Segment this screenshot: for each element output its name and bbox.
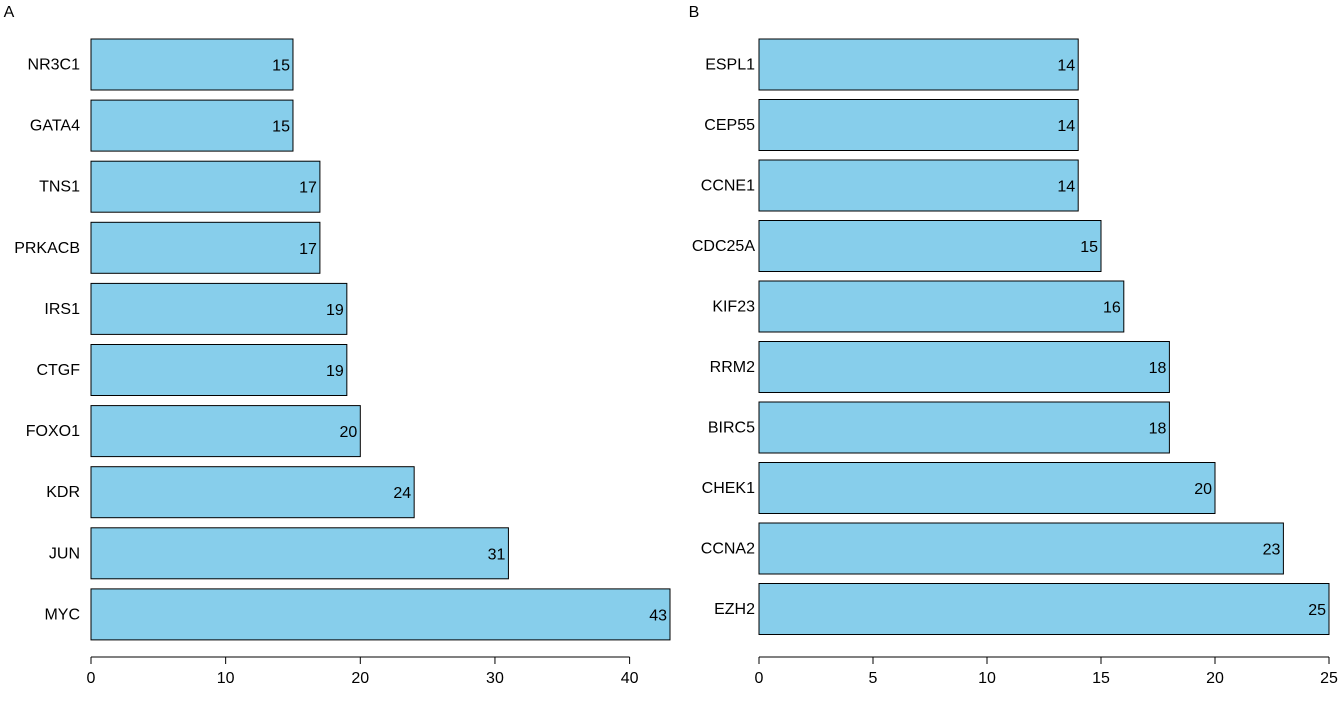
panel-a-category-label: NR3C1 [28, 57, 81, 74]
panel-b-x-tick-label: 20 [1206, 670, 1224, 687]
panel-b-category-label: KIF23 [712, 299, 755, 316]
panel-a-bar-tns1 [90, 160, 321, 213]
panel-b-value-label: 18 [1149, 360, 1167, 377]
panel-b-bar-kif23 [758, 280, 1125, 333]
panel-a-category-label: IRS1 [44, 301, 80, 318]
panel-a-category-label: CTGF [36, 362, 80, 379]
panel-a-bar-irs1 [90, 282, 348, 335]
panel-a-value-label: 19 [326, 363, 344, 380]
panel-b-x-tick-label: 0 [755, 670, 764, 687]
panel-b-label: B [689, 4, 700, 21]
panel-a-label: A [4, 4, 15, 21]
panel-b-bar-ezh2 [758, 583, 1330, 635]
panel-b-value-label: 14 [1057, 179, 1075, 196]
panel-a-category-label: TNS1 [39, 179, 80, 196]
panel-b-chart: B ESPL1 14 CEP55 14 CCNE1 14 CDC25A 15 KIF23 16 RRM… [689, 4, 1338, 687]
panel-a-value-label: 20 [340, 424, 358, 441]
panel-a-bar-jun [90, 527, 509, 580]
panel-a-category-label: FOXO1 [26, 423, 80, 440]
panel-a-bar-ctgf [90, 344, 348, 396]
panel-a-category-label: MYC [44, 606, 80, 623]
panel-b-value-label: 18 [1149, 421, 1167, 438]
panel-b-category-label: CDC25A [692, 238, 755, 255]
panel-a-bar-kdr [90, 466, 415, 519]
panel-b-category-label: CCNA2 [701, 541, 755, 558]
panel-a-x-tick-label: 20 [351, 670, 369, 687]
panel-a-bar-gata4 [90, 99, 294, 152]
panel-b-bar-chek1 [758, 462, 1216, 514]
panel-b-category-label: BIRC5 [708, 420, 755, 437]
panel-a-category-label: JUN [49, 545, 80, 562]
panel-a-value-label: 31 [488, 546, 506, 563]
panel-a-category-label: PRKACB [14, 240, 80, 257]
panel-a-bar-myc [90, 588, 671, 641]
panel-b-value-label: 14 [1057, 118, 1075, 135]
panel-b-bar-birc5 [758, 401, 1170, 454]
panel-a-bar-prkacb [90, 221, 321, 274]
panel-a-category-label: KDR [46, 484, 80, 501]
panel-b-bar-ccna2 [758, 522, 1284, 575]
panel-b-x-tick-label: 15 [1092, 670, 1110, 687]
panel-b-value-label: 25 [1308, 602, 1326, 619]
panel-a-x-tick-label: 40 [621, 670, 639, 687]
panel-a-chart: A NR3C1 15 GATA4 15 TNS1 17 PRKACB 17 IRS1 19 CTGF 1… [4, 4, 671, 687]
panel-b-value-label: 15 [1080, 239, 1098, 256]
panel-b-value-label: 16 [1103, 300, 1121, 317]
panel-b-x-tick-label: 5 [869, 670, 878, 687]
panel-b-value-label: 23 [1263, 542, 1281, 559]
panel-b-category-label: CCNE1 [701, 178, 755, 195]
panel-b-value-label: 14 [1057, 58, 1075, 75]
panel-b-value-label: 20 [1194, 481, 1212, 498]
panel-a-category-label: GATA4 [30, 118, 80, 135]
panel-a-value-label: 17 [299, 241, 317, 258]
panel-b-category-label: EZH2 [714, 601, 755, 618]
panel-a-value-label: 15 [272, 119, 290, 136]
panel-a-x-tick-label: 0 [87, 670, 96, 687]
panel-a-value-label: 24 [393, 485, 411, 502]
panel-b-bar-ccne1 [758, 159, 1079, 212]
panel-a-value-label: 43 [649, 607, 667, 624]
panel-b-category-label: CHEK1 [702, 480, 755, 497]
panel-b-bar-cdc25a [758, 220, 1102, 272]
panel-a-value-label: 15 [272, 58, 290, 75]
panel-a-bar-nr3c1 [90, 38, 294, 91]
panel-b-bar-cep55 [758, 99, 1079, 151]
panel-b-category-label: ESPL1 [705, 57, 755, 74]
panel-a-x-tick-label: 10 [217, 670, 235, 687]
panel-a-value-label: 19 [326, 302, 344, 319]
panel-b-bar-rrm2 [758, 341, 1170, 393]
panel-b-category-label: CEP55 [704, 117, 755, 134]
panel-a-bar-foxo1 [90, 405, 361, 458]
panel-b-x-tick-label: 10 [978, 670, 996, 687]
panel-b-category-label: RRM2 [710, 359, 755, 376]
panel-b-x-tick-label: 25 [1320, 670, 1338, 687]
panel-a-x-tick-label: 30 [486, 670, 504, 687]
panel-b-bar-espl1 [758, 38, 1079, 91]
panel-a-value-label: 17 [299, 180, 317, 197]
